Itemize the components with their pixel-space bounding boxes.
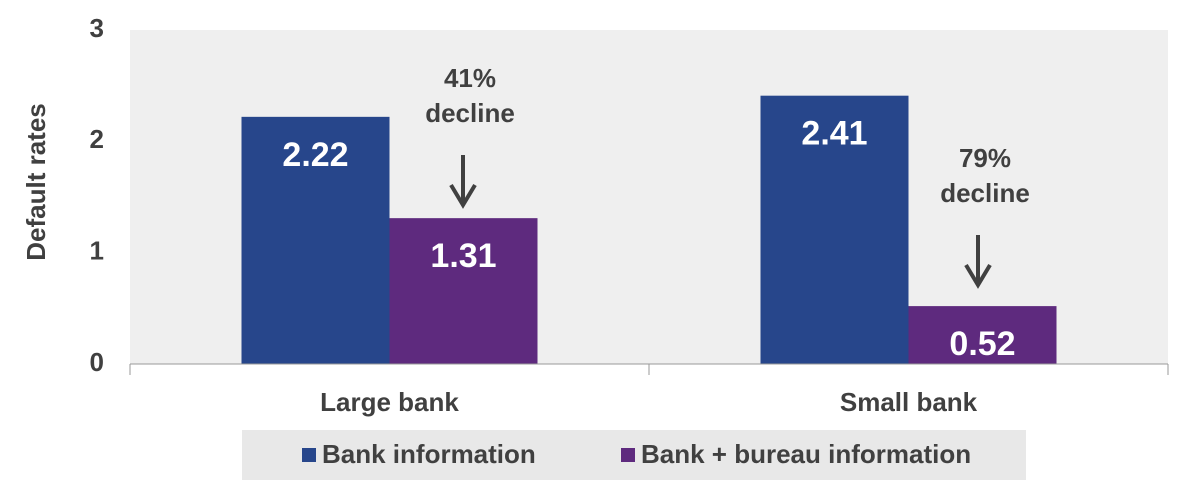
legend-swatch — [621, 448, 635, 462]
legend-swatch — [302, 448, 316, 462]
annotation: 79% — [959, 143, 1011, 173]
data-label: 1.31 — [430, 237, 496, 275]
annotation-arrowhead — [964, 263, 992, 289]
y-tick-label: 1 — [90, 236, 104, 266]
annotation: decline — [940, 178, 1030, 208]
annotation-arrowhead — [449, 183, 477, 209]
y-axis-label: Default rates — [21, 103, 51, 261]
bar — [241, 116, 390, 364]
y-tick-label: 3 — [90, 13, 104, 43]
y-tick-label: 2 — [90, 124, 104, 154]
legend-label: Bank information — [322, 439, 536, 469]
annotation: 41% — [444, 63, 496, 93]
x-tick-label: Small bank — [840, 387, 978, 417]
x-tick-label: Large bank — [320, 387, 459, 417]
bar — [389, 218, 538, 364]
data-label: 0.52 — [949, 325, 1015, 363]
legend-label: Bank + bureau information — [641, 439, 971, 469]
annotation: decline — [425, 98, 515, 128]
y-tick-label: 0 — [90, 347, 104, 377]
data-label: 2.22 — [282, 136, 348, 174]
data-label: 2.41 — [801, 115, 867, 153]
bar — [760, 95, 909, 364]
bar — [908, 306, 1057, 364]
